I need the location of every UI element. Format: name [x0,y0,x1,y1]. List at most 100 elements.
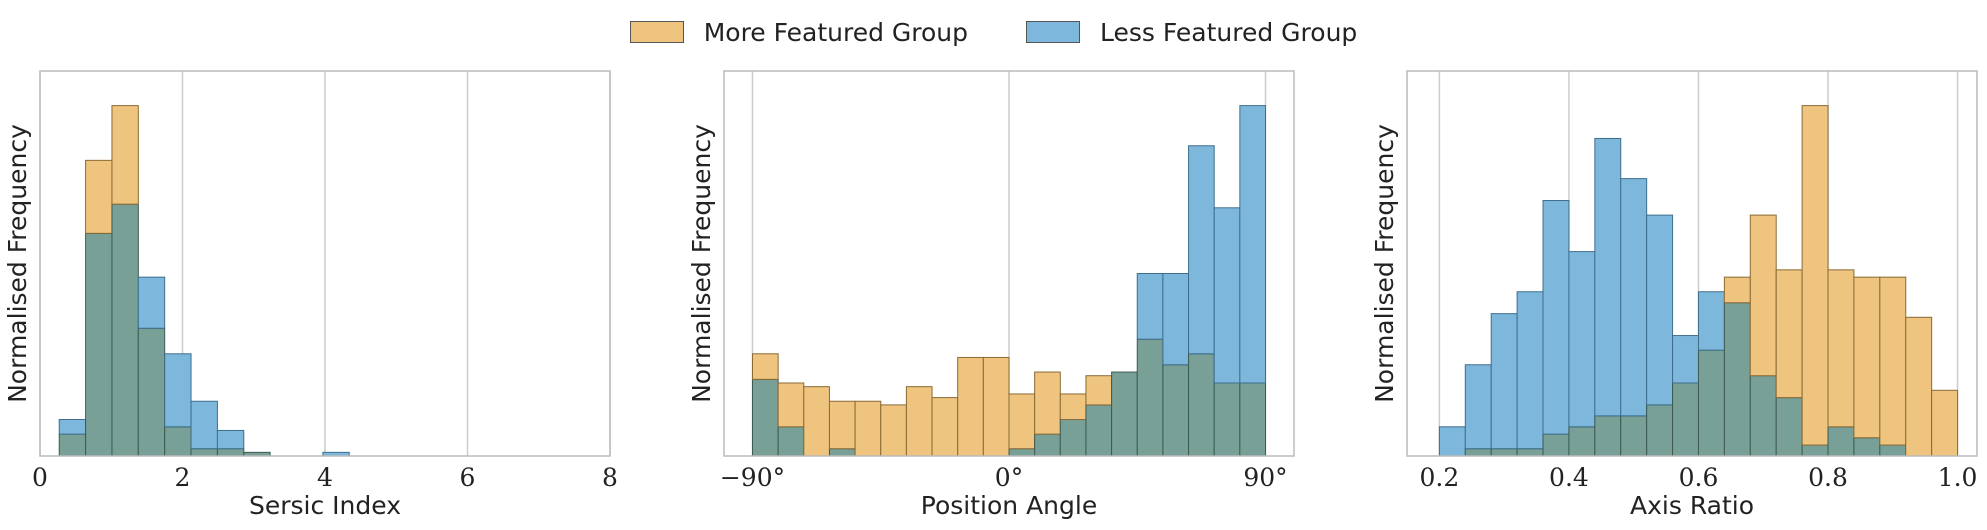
x-tick-label: 8 [602,463,618,492]
bar-overlap [1672,382,1699,457]
bar-overlap [1059,419,1087,457]
bar-overlap [1464,448,1492,457]
bar-more-featured [1905,316,1933,457]
bar-overlap [164,426,192,457]
bar-overlap [1516,448,1544,457]
legend-item-more-featured: More Featured Group [629,17,969,47]
plot-frame [1406,70,1978,457]
bar-overlap [1697,349,1725,457]
bar-overlap [1136,338,1164,457]
bar-overlap [1188,353,1215,457]
bar-less-featured [1188,145,1215,355]
bar-more-featured [880,404,907,457]
histogram-panel-1: 0 2 4 6 8 Sersic Index Normalised Frequency [3,70,618,520]
legend-swatch-less-featured [1026,21,1081,43]
x-tick-label: 6 [460,463,476,492]
bar-more-featured [1749,214,1777,377]
bar-overlap [1213,382,1241,457]
histogram-panel-2: −90° 0° 90° Position Angle Normalised Freque… [687,70,1295,520]
y-axis-label: Normalised Frequency [3,124,32,403]
legend: More Featured Group Less Featured Group [0,14,1987,50]
bar-overlap [1646,404,1674,457]
bar-more-featured [1059,393,1087,421]
bar-less-featured [137,276,166,329]
bar-less-featured [1568,251,1596,428]
bar-overlap [1594,415,1622,457]
x-tick-label: 90° [1243,463,1287,492]
x-tick-label: 0.8 [1808,463,1848,492]
bar-overlap [1239,382,1266,457]
bar-overlap [777,426,805,457]
bar-overlap [1827,426,1855,457]
y-axis-label: Normalised Frequency [687,124,716,403]
bar-overlap [1853,437,1881,457]
x-tick-label: 2 [175,463,191,492]
bar-more-featured [1853,276,1881,439]
bar-overlap [216,448,245,457]
x-tick-label: 0.6 [1679,463,1719,492]
bar-less-featured [1697,291,1725,351]
plot-frame [39,70,611,457]
bar-less-featured [1672,335,1699,384]
x-tick-label: −90° [720,463,785,492]
bar-less-featured [1490,313,1518,450]
bar-more-featured [1931,389,1959,457]
bar-less-featured [1516,291,1544,450]
bar-overlap [1568,426,1596,457]
x-tick-label: 0.4 [1549,463,1589,492]
bar-less-featured [164,353,192,428]
bar-overlap [1490,448,1518,457]
bar-overlap [190,448,218,457]
bar-less-featured [1542,200,1570,435]
bar-more-featured [1034,371,1061,435]
bar-overlap [1801,444,1829,457]
bar-more-featured [1801,105,1829,446]
bar-more-featured [1723,276,1751,304]
histogram-panel-3: 0.2 0.4 0.6 0.8 1.0 Axis Ratio Normalised Freq… [1370,70,1978,520]
bar-overlap [1162,364,1190,457]
bar-less-featured [216,429,245,450]
bar-more-featured [982,356,1010,457]
legend-item-less-featured: Less Featured Group [1026,18,1357,47]
bar-less-featured [1239,105,1266,384]
x-axis-label: Position Angle [921,491,1097,520]
bar-less-featured [1136,273,1164,340]
bar-more-featured [85,159,113,234]
bar-overlap [1008,448,1036,457]
bar-overlap [1749,375,1777,457]
bar-more-featured [1879,276,1907,446]
bar-more-featured [1827,269,1855,428]
x-tick-label: 0 [32,463,48,492]
bar-overlap [1775,397,1803,457]
bar-overlap [752,378,779,457]
plot-frame [723,70,1295,457]
legend-label-less-featured: Less Featured Group [1100,17,1358,47]
bar-more-featured [957,356,984,457]
bar-more-featured [828,400,856,450]
bar-more-featured [1775,269,1803,399]
bar-more-featured [854,400,882,457]
bar-overlap [137,327,166,457]
bar-more-featured [752,353,779,380]
bar-less-featured [1464,364,1492,450]
bar-overlap [1111,371,1138,457]
bar-less-featured [1620,178,1648,417]
bar-more-featured [905,386,933,457]
bar-overlap [828,448,856,457]
bar-overlap [1542,433,1570,457]
legend-label-more-featured: More Featured Group [703,17,969,47]
bar-more-featured [803,386,830,457]
bar-less-featured [58,419,87,435]
bar-less-featured [1213,207,1241,384]
bar-overlap [111,203,139,457]
bar-less-featured [1162,273,1190,366]
x-tick-label: 0° [995,463,1023,492]
legend-swatch-more-featured [629,21,684,43]
bar-more-featured [111,105,139,205]
x-tick-label: 0.2 [1420,463,1460,492]
bar-more-featured [1008,393,1036,450]
bar-overlap [85,232,113,457]
bar-less-featured [1594,137,1622,417]
x-tick-label: 1.0 [1938,463,1978,492]
